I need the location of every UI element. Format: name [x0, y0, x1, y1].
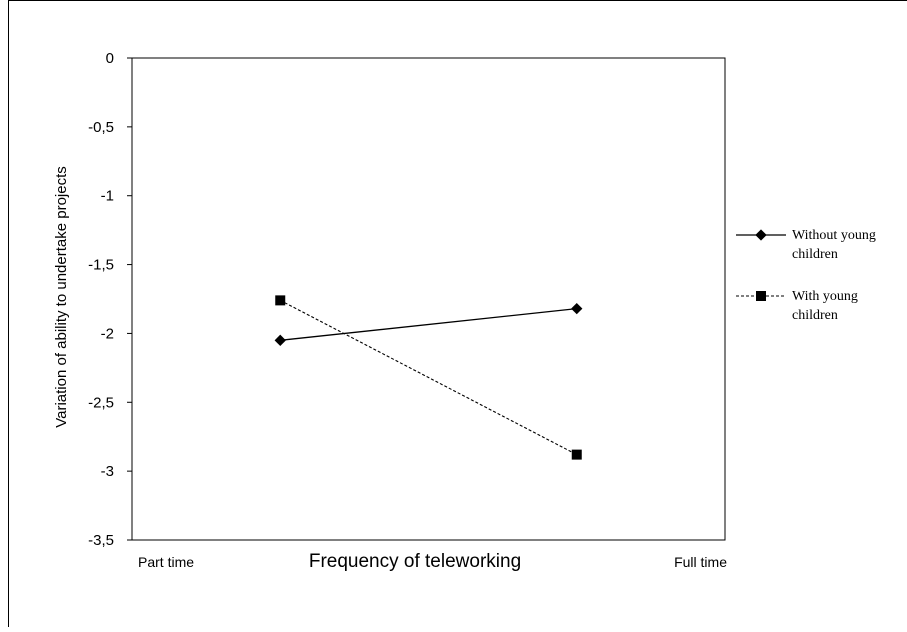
x-axis-end-label: Full time: [674, 554, 727, 570]
series-layer: [274, 295, 583, 460]
square-marker-point: [275, 295, 286, 306]
y-tick-label: -3,5: [88, 532, 114, 549]
y-axis-title: Variation of ability to undertake projec…: [53, 166, 70, 428]
series-line-with-young-children: [279, 299, 578, 456]
square-marker-point: [571, 449, 582, 460]
y-tick-label: -2,5: [88, 394, 114, 411]
series-line-without-young-children: [280, 307, 577, 341]
legend-label-line1: With young: [792, 289, 858, 304]
plot-area-frame: [131, 57, 726, 541]
y-tick-label: -1: [101, 188, 114, 205]
y-tick-label: -2: [101, 325, 114, 342]
diamond-marker-point: [571, 302, 583, 315]
x-axis-start-label: Part time: [138, 554, 194, 570]
diamond-marker-point: [274, 334, 286, 346]
legend-diamond-marker: [755, 229, 767, 241]
legend-label-line2: children: [792, 308, 838, 323]
legend-label-line2: children: [792, 247, 838, 262]
y-tick-label: -1,5: [88, 257, 114, 274]
legend-square-marker: [756, 291, 766, 301]
legend-label-line1: Without young: [792, 228, 876, 243]
legend-item-with-young-children: With young children: [736, 289, 858, 323]
legend: Without young children With young childr…: [736, 228, 876, 323]
legend-item-without-young-children: Without young children: [736, 228, 876, 262]
y-tick-label: -3: [101, 463, 114, 480]
y-axis-ticks: 0 -0,5 -1 -1,5 -2 -2,5 -3 -3,5: [88, 50, 132, 549]
y-tick-label: 0: [106, 50, 114, 67]
x-axis-title: Frequency of teleworking: [309, 551, 521, 572]
y-tick-label: -0,5: [88, 119, 114, 136]
